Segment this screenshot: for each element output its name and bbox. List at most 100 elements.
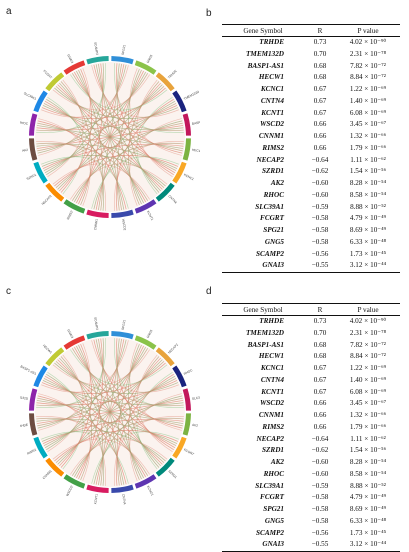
circos-chord	[76, 345, 144, 479]
circos-chord	[37, 395, 127, 485]
circos-chord	[60, 68, 92, 193]
table-row: WSCD2 0.66 3.45 × 10⁻⁶⁷	[222, 119, 400, 131]
circos-chords	[36, 63, 184, 211]
circos-chord	[46, 374, 105, 486]
gene-symbol-cell: KCNT1	[261, 387, 284, 396]
circos-chord	[72, 348, 184, 407]
circos-gene-label: FCGRT	[183, 448, 195, 457]
circos-chord	[37, 339, 127, 429]
circos-chord	[43, 103, 177, 171]
circos-chord	[54, 87, 179, 119]
circos-segment	[155, 457, 175, 477]
table-row: GNG5 −0.58 6.33 × 10⁻⁴⁸	[222, 237, 400, 249]
p-value-cell: 8.84 × 10⁻⁷²	[350, 73, 386, 82]
circos-segment	[33, 365, 48, 388]
circos-chord	[93, 120, 183, 210]
circos-chord	[43, 378, 177, 446]
p-value-cell: 2.31 × 10⁻⁷⁸	[349, 328, 387, 337]
table-row: BASP1-AS1 0.68 7.82 × 10⁻⁷²	[222, 61, 400, 73]
circos-gene-label: BASP1-AS1	[192, 119, 200, 126]
circos-chord	[43, 103, 177, 171]
header-p-value: P value	[336, 24, 400, 37]
circos-chord	[37, 397, 165, 463]
circos-chord	[59, 357, 125, 485]
table-header-row: Gene Symbol R P value	[222, 303, 400, 316]
p-value-cell: 1.73 × 10⁻⁴⁵	[349, 528, 387, 537]
circos-chord	[55, 361, 183, 427]
circos-chord	[74, 376, 176, 478]
table-row: TRHDE 0.73 4.02 × 10⁻⁹⁰	[222, 37, 400, 49]
circos-chord	[136, 372, 173, 470]
circos-chord	[37, 122, 165, 188]
circos-chord	[59, 357, 125, 485]
circos-chord	[93, 339, 183, 429]
circos-segment	[45, 347, 65, 367]
circos-chord	[36, 141, 106, 211]
circos-segment	[45, 182, 65, 202]
circos-chord	[72, 73, 184, 132]
p-value-cell: 1.32 × 10⁻⁶⁶	[349, 411, 387, 419]
circos-svg-c: SPG21 GNG5 NECAP2 RHOC SLC39A1 AK2 FCGRT SZRD1 K…	[20, 317, 200, 505]
circos-chord	[78, 63, 104, 205]
circos-segment	[33, 90, 48, 113]
p-value-cell: 3.12 × 10⁻⁴⁴	[336, 260, 400, 274]
circos-chord	[42, 418, 184, 444]
circos-chord	[36, 417, 148, 476]
r-value-cell: 0.66	[313, 132, 327, 140]
circos-chord	[93, 339, 183, 429]
correlation-table-d: Gene Symbol R P value TRHDE 0.73 4.02 × 10…	[222, 303, 400, 552]
circos-gene-label: RHOC	[20, 120, 29, 126]
circos-chord	[91, 156, 179, 209]
circos-chord	[91, 431, 179, 484]
circos-chord	[116, 338, 142, 480]
table-row: KCNT1 0.67 6.08 × 10⁻⁶⁹	[222, 387, 400, 399]
circos-segment	[172, 365, 187, 388]
gene-symbol-cell: TMEM132D	[246, 49, 284, 58]
circos-chord	[47, 372, 84, 470]
circos-chord	[54, 430, 179, 462]
circos-chord	[74, 346, 176, 448]
circos-gene-label: SCAMP2	[93, 317, 99, 331]
circos-chord	[98, 338, 122, 486]
header-p-value: P value	[336, 303, 400, 316]
circos-chord	[38, 343, 91, 431]
p-value-cell: 1.22 × 10⁻⁶⁹	[349, 85, 387, 93]
gene-symbol-cell: SCAMP2	[256, 528, 284, 537]
circos-chord	[36, 418, 178, 444]
circos-segment	[86, 56, 109, 65]
circos-segment	[172, 436, 187, 459]
circos-chord	[98, 338, 122, 486]
circos-chord	[72, 73, 184, 132]
circos-chord	[59, 82, 125, 210]
circos-chord	[98, 63, 122, 211]
gene-symbol-cell: CNNM1	[258, 411, 284, 419]
r-value-cell: −0.62	[311, 446, 329, 455]
gene-symbol-cell: SLC39A1	[255, 202, 284, 211]
table-header-row: Gene Symbol R P value	[222, 24, 400, 37]
circos-gene-label: WSCD2	[65, 485, 74, 497]
circos-chord	[98, 63, 122, 211]
circos-chord	[37, 64, 127, 154]
r-value-cell: 0.66	[313, 143, 327, 152]
r-value-cell: 0.66	[313, 120, 327, 129]
r-value-cell: 0.67	[313, 387, 327, 396]
circos-chord	[37, 339, 127, 429]
circos-chord	[37, 361, 165, 427]
table-row: TMEM132D 0.70 2.31 × 10⁻⁷⁸	[222, 328, 400, 340]
gene-symbol-cell: RHOC	[263, 190, 284, 199]
r-value-cell: −0.59	[311, 481, 329, 490]
circos-chord	[41, 430, 166, 462]
circos-chord	[128, 343, 160, 468]
circos-chord	[95, 357, 161, 485]
circos-gene-label: TMEM132D	[20, 394, 29, 401]
gene-symbol-cell: SPG21	[263, 226, 284, 234]
circos-gene-label: SPG21	[121, 44, 127, 55]
circos-chord	[93, 64, 183, 154]
r-value-cell: 0.70	[313, 49, 327, 58]
gene-symbol-cell: GNG5	[264, 516, 284, 525]
gene-symbol-cell: GNAI3	[222, 260, 304, 274]
circos-chord	[36, 143, 178, 169]
circos-chord	[55, 122, 183, 188]
circos-chord	[36, 400, 184, 424]
p-value-cell: 3.45 × 10⁻⁶⁷	[349, 120, 387, 129]
